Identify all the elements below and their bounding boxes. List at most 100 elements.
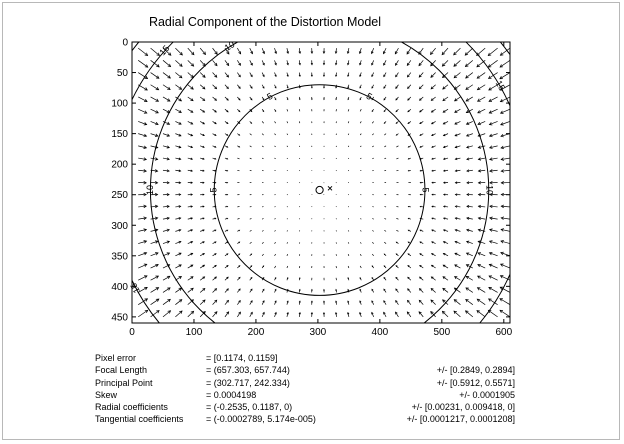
field-arrowhead [488, 228, 493, 232]
field-arrowhead [454, 110, 458, 113]
field-arrow [455, 157, 461, 160]
field-arrowhead [477, 204, 482, 209]
field-arrowhead [487, 64, 492, 68]
field-arrowhead [465, 133, 470, 137]
field-arrow [500, 240, 510, 244]
field-arrow [430, 72, 436, 78]
field-arrowhead [250, 98, 253, 101]
field-arrowhead [442, 74, 446, 79]
field-arrowhead [371, 74, 374, 78]
field-arrowhead [286, 277, 289, 279]
field-arrowhead [454, 217, 458, 220]
field-arrowhead [383, 288, 386, 291]
field-arrow [150, 108, 159, 114]
field-arrow [175, 84, 182, 90]
field-arrow [162, 108, 170, 113]
field-arrowhead [442, 264, 446, 268]
field-arrowhead [238, 86, 241, 89]
y-tick-label: 350 [111, 251, 128, 262]
field-arrow [299, 157, 301, 160]
field-arrow [224, 300, 229, 305]
field-arrowhead [202, 98, 206, 101]
field-arrow [212, 84, 217, 89]
field-arrow [419, 96, 424, 101]
field-arrowhead [500, 240, 504, 244]
field-arrow [150, 229, 158, 232]
field-arrowhead [226, 299, 229, 303]
field-arrowhead [418, 311, 422, 315]
field-arrowhead [202, 241, 205, 244]
field-arrowhead [359, 98, 362, 101]
field-arrow [395, 60, 399, 66]
field-arrowhead [371, 265, 374, 267]
field-arrow [500, 229, 510, 232]
field-arrow [175, 217, 181, 220]
parameter-label: Pixel error [95, 353, 137, 363]
field-arrowhead [477, 192, 482, 197]
field-arrowhead [431, 169, 434, 172]
field-arrow [175, 241, 182, 244]
field-arrowhead [488, 98, 493, 102]
field-arrowhead [442, 121, 446, 125]
field-arrowhead [154, 228, 159, 232]
field-arrow [237, 157, 240, 160]
field-arrow [286, 218, 288, 220]
field-arrowhead [143, 169, 147, 173]
field-arrowhead [407, 86, 410, 90]
field-arrow [212, 311, 218, 318]
field-arrow [407, 311, 412, 318]
field-arrow [407, 300, 412, 305]
field-arrowhead [466, 216, 470, 220]
field-arrow [419, 108, 424, 113]
contour-label: 10 [223, 39, 237, 53]
field-arrow [478, 240, 486, 244]
field-arrow [443, 253, 449, 257]
field-arrowhead [202, 169, 205, 172]
field-arrowhead [323, 86, 325, 89]
field-arrowhead [477, 228, 482, 232]
field-arrowhead [190, 217, 194, 220]
field-arrowhead [166, 145, 170, 149]
field-arrow [383, 312, 387, 318]
field-arrow [465, 299, 474, 305]
field-arrowhead [477, 216, 482, 220]
field-arrowhead [430, 110, 434, 113]
field-arrow [187, 264, 194, 269]
field-arrowhead [431, 217, 434, 220]
field-arrowhead [359, 74, 362, 78]
y-tick-label: 450 [111, 312, 128, 323]
field-arrowhead [154, 133, 159, 137]
field-arrow [442, 264, 449, 269]
field-arrow [199, 276, 205, 281]
field-arrowhead [250, 300, 253, 303]
field-arrowhead [154, 204, 159, 209]
field-arrow [224, 96, 229, 101]
field-arrow [138, 217, 147, 220]
field-arrow [454, 252, 461, 257]
field-arrow [137, 309, 148, 318]
field-arrow [199, 60, 206, 67]
field-arrowhead [143, 204, 147, 209]
field-arrowhead [238, 311, 241, 315]
parameter-uncertainty: +/- [0.00231, 0.009418, 0] [411, 402, 515, 413]
field-arrowhead [406, 62, 410, 67]
field-arrow [453, 47, 461, 56]
field-arrowhead [499, 110, 504, 114]
field-arrowhead [489, 180, 493, 185]
field-arrowhead [335, 288, 338, 291]
field-arrowhead [214, 62, 218, 67]
field-arrow [489, 108, 498, 114]
field-arrow [286, 157, 288, 160]
field-arrowhead [143, 240, 148, 244]
field-arrow [418, 311, 424, 318]
field-arrowhead [250, 276, 253, 279]
field-arrowhead [226, 181, 229, 184]
field-arrowhead [395, 110, 398, 113]
field-arrow [286, 254, 289, 256]
field-arrowhead [214, 51, 218, 55]
field-arrowhead [477, 252, 482, 256]
field-arrow [249, 230, 252, 232]
field-arrow [384, 157, 387, 160]
field-arrowhead [238, 134, 241, 136]
field-arrowhead [383, 265, 386, 268]
